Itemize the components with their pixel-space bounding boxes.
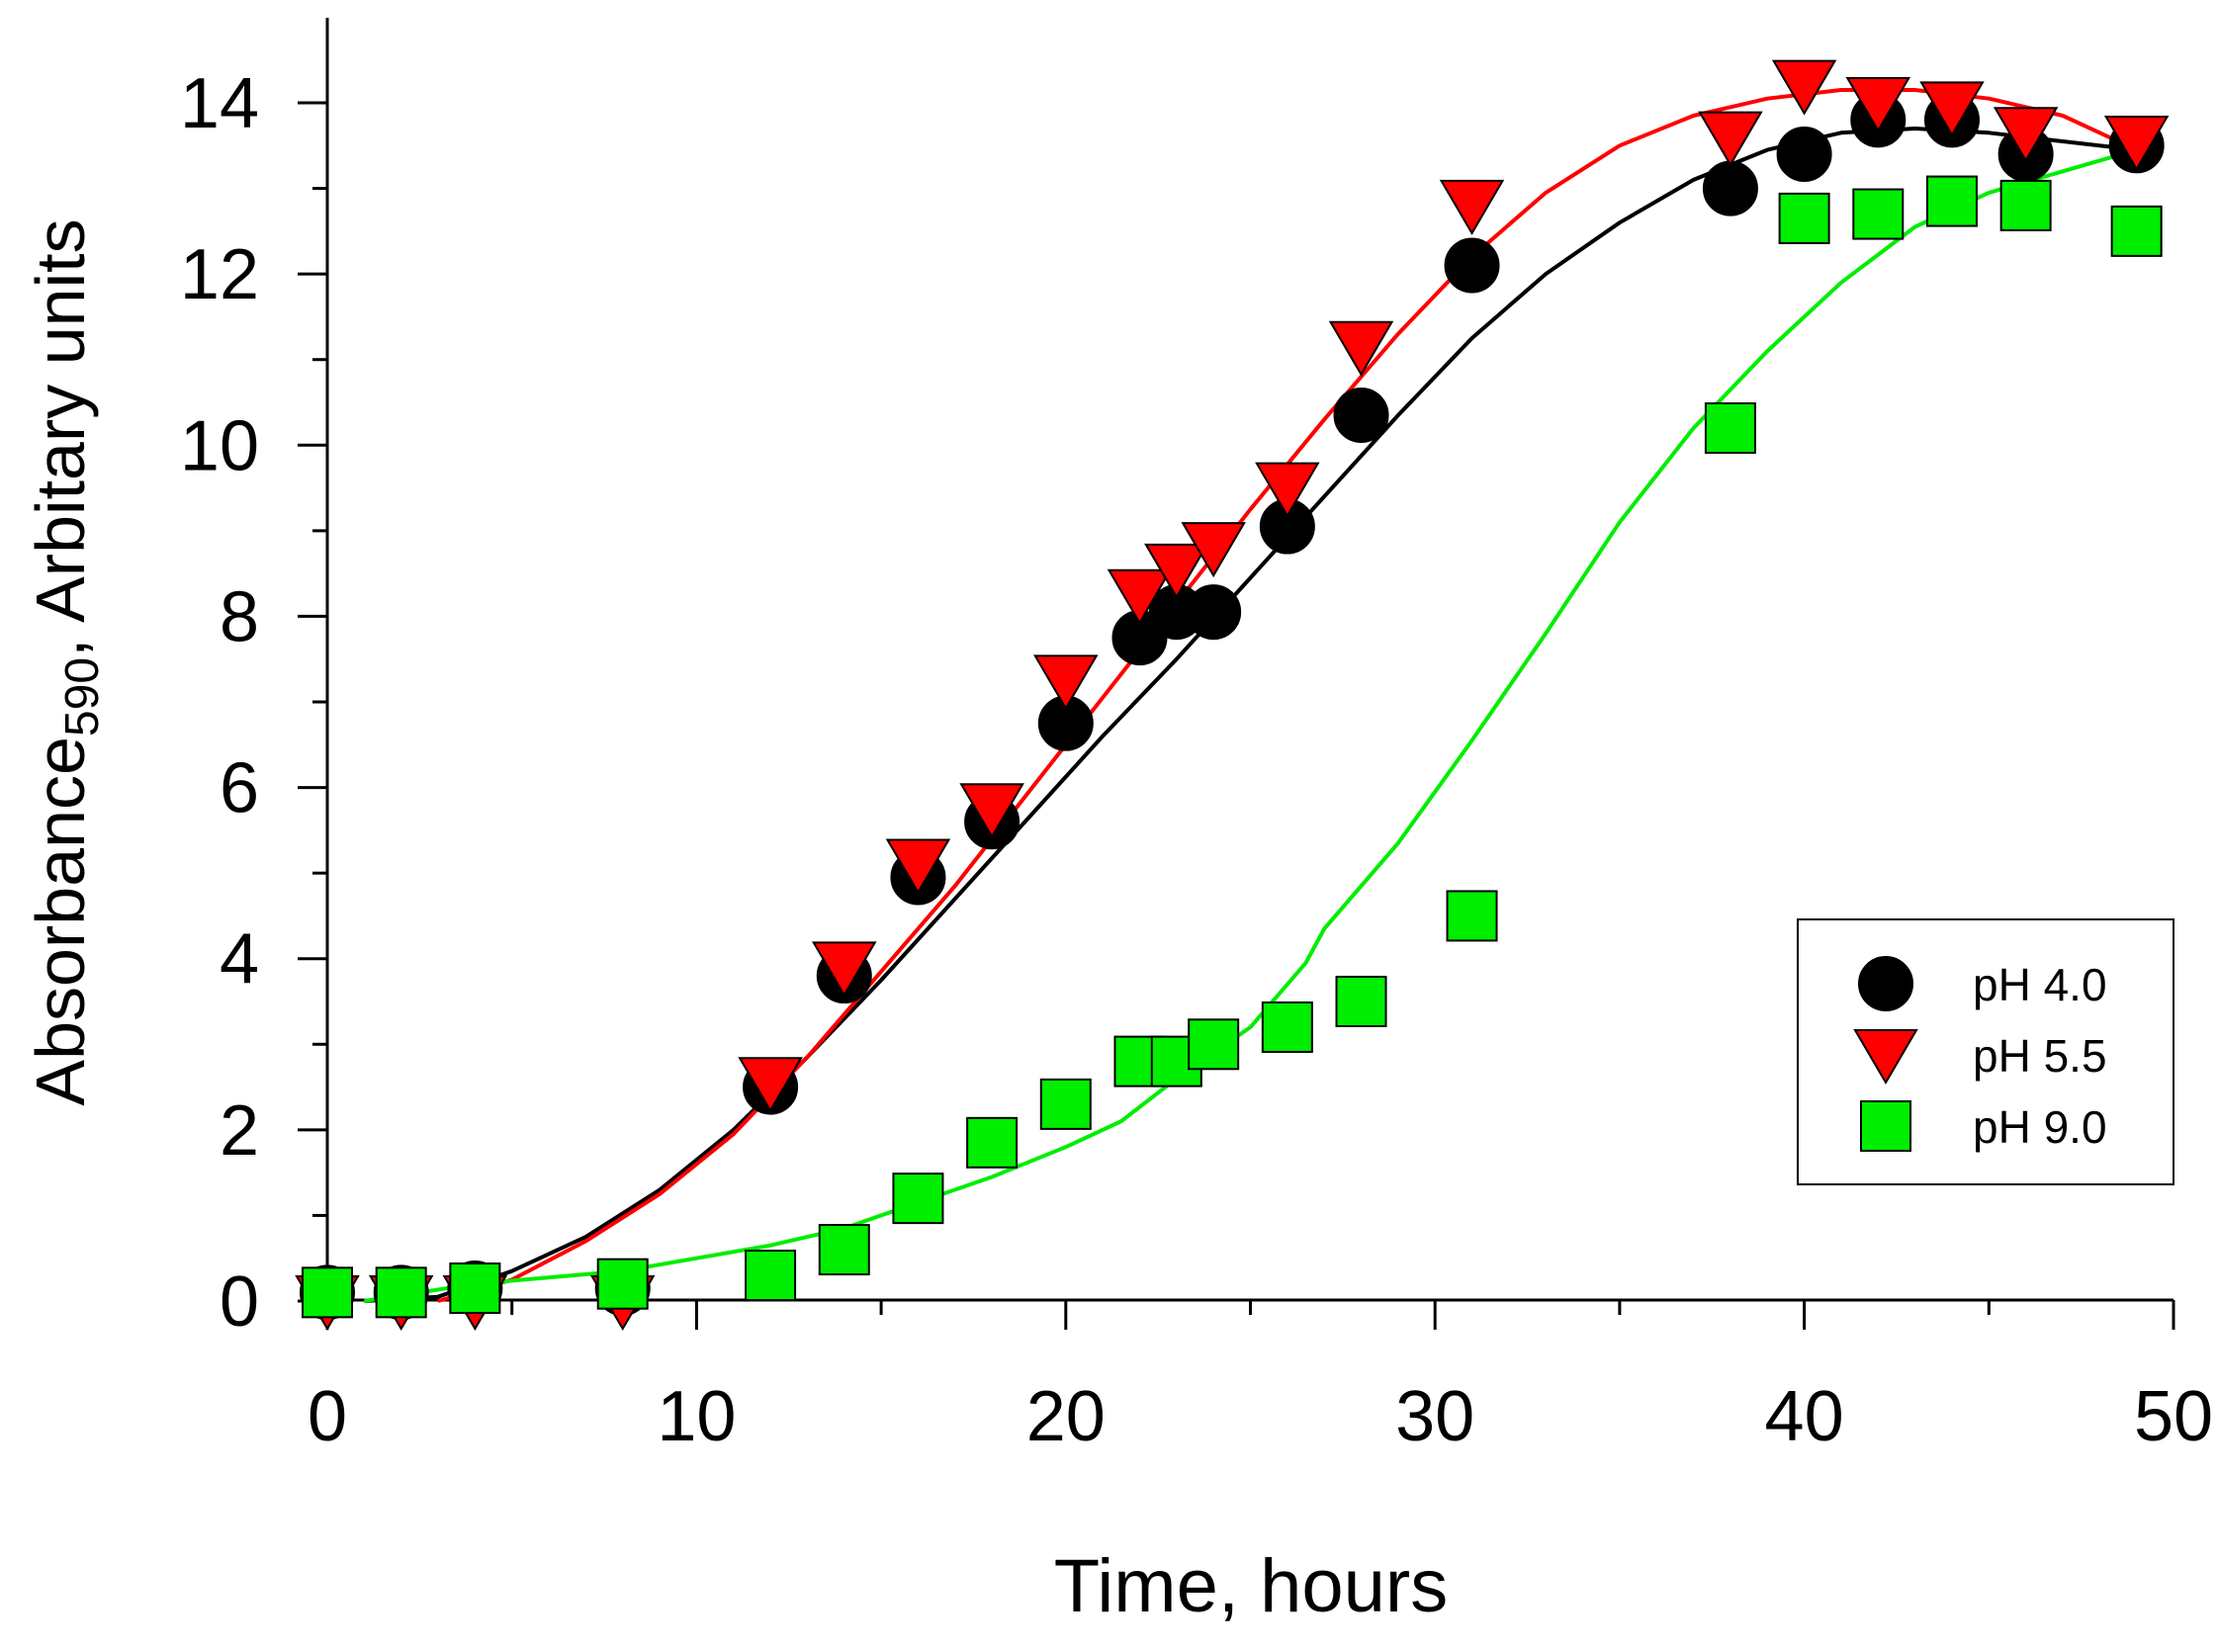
y-axis-label: Absorbance590, Arbitary units [22,218,109,1105]
data-point [892,1173,944,1225]
x-axis-label: Time, hours [1054,1544,1448,1628]
data-point [1845,77,1911,132]
data-point [959,783,1024,839]
y-tick-label: 2 [220,1091,259,1171]
data-point [1999,179,2052,231]
legend-marker [1853,1029,1918,1085]
data-point [1261,1000,1313,1053]
data-point [885,838,951,895]
data-point [1776,126,1832,182]
x-tick-label: 20 [1026,1377,1106,1456]
data-point [1186,584,1242,641]
legend-label: pH 5.5 [1973,1030,2107,1082]
y-axis-label-subscript: 590 [56,657,109,737]
legend-label: pH 9.0 [1973,1101,2107,1153]
data-point [1181,522,1246,578]
data-point [1993,107,2059,163]
data-point [812,941,877,998]
data-point [818,1224,870,1276]
y-tick-label: 10 [180,406,259,485]
data-point [738,1057,803,1113]
data-point [1771,59,1837,116]
legend-marker [1860,1100,1911,1152]
data-point [1702,160,1758,217]
data-point [1698,111,1763,167]
y-tick-label: 0 [220,1262,259,1342]
data-point [449,1262,501,1315]
data-point [1852,188,1905,240]
legend-label: pH 4.0 [1973,959,2107,1010]
data-point [2103,115,2170,171]
data-point [596,1258,649,1310]
data-point [1335,976,1387,1027]
data-point [745,1250,797,1302]
data-point [966,1116,1019,1169]
data-point [1033,654,1099,711]
data-point [1444,237,1500,294]
data-point [1039,1078,1092,1130]
y-tick-label: 12 [180,235,259,314]
legend: pH 4.0 pH 5.5 pH 9.0 [1797,918,2174,1185]
y-axis-label-suffix: , Arbitary units [22,218,99,657]
y-tick-label: 14 [180,64,259,143]
data-point [1328,320,1394,377]
data-point [1107,568,1173,625]
x-tick-label: 40 [1765,1377,1844,1456]
axes: 0 10 20 30 40 50 0 2 4 6 8 10 12 14 [180,18,2213,1456]
data-point [1704,401,1756,454]
legend-marker [1858,956,1913,1011]
y-tick-label: 6 [220,749,259,828]
y-tick-label: 8 [220,577,259,656]
data-point [1144,543,1209,599]
data-point [2110,205,2163,257]
fit-curve [364,127,2137,1303]
x-tick-label: 10 [657,1377,736,1456]
x-tick-label: 50 [2134,1377,2213,1456]
data-point [1778,192,1830,244]
y-axis-label-main: Absorbance [22,737,99,1106]
data-point [302,1266,353,1319]
series-points [302,175,2163,1319]
x-tick-label: 0 [308,1377,347,1456]
data-point [1446,890,1498,942]
data-points [295,59,2170,1331]
data-point [1919,81,1985,137]
data-point [1255,462,1320,518]
data-point [1188,1018,1240,1071]
data-point [375,1266,427,1319]
data-point [1333,387,1389,443]
data-point [1439,179,1505,235]
x-tick-label: 30 [1395,1377,1474,1456]
data-point [1925,175,1978,227]
y-tick-label: 4 [220,920,259,1000]
